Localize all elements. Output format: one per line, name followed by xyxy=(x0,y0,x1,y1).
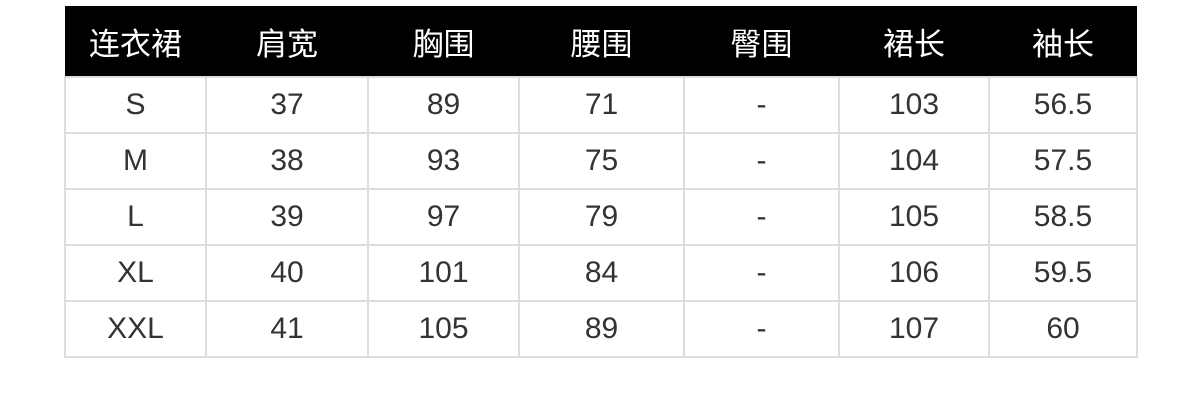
table-row: M 38 93 75-104 57.5 xyxy=(64,132,1138,190)
measurement-cell: 105 xyxy=(838,188,990,246)
measurement-cell: 60 xyxy=(988,300,1138,358)
table-row: XXL 41 105 89-107 60 xyxy=(64,300,1138,358)
table-row: S 37 89 71-103 56.5 xyxy=(64,76,1138,134)
measurement-cell: 89 xyxy=(518,300,685,358)
measurement-cell: 71 xyxy=(518,76,685,134)
table-row: L 39 97 79-105 58.5 xyxy=(64,188,1138,246)
measurement-cell: 75 xyxy=(518,132,685,190)
table-row: XL 40 101 84-106 59.5 xyxy=(64,244,1138,302)
measurement-cell: 79 xyxy=(518,188,685,246)
measurement-cell: 56.5 xyxy=(988,76,1138,134)
size-label-cell: XL xyxy=(64,244,207,302)
measurement-cell: 40 xyxy=(205,244,369,302)
measurement-cell: 37 xyxy=(205,76,369,134)
measurement-cell: 57.5 xyxy=(988,132,1138,190)
measurement-cell: 41 xyxy=(205,300,369,358)
measurement-cell: 107 xyxy=(838,300,990,358)
measurement-cell: - xyxy=(683,76,840,134)
column-header: 臀围 xyxy=(684,6,839,77)
column-header: 袖长 xyxy=(989,6,1137,77)
measurement-cell: - xyxy=(683,244,840,302)
size-label-cell: S xyxy=(64,76,207,134)
measurement-cell: 84 xyxy=(518,244,685,302)
measurement-cell: 89 xyxy=(367,76,520,134)
measurement-cell: 93 xyxy=(367,132,520,190)
measurement-cell: 59.5 xyxy=(988,244,1138,302)
column-header: 腰围 xyxy=(519,6,684,77)
measurement-cell: - xyxy=(683,132,840,190)
column-header: 肩宽 xyxy=(206,6,368,77)
measurement-cell: 103 xyxy=(838,76,990,134)
measurement-cell: - xyxy=(683,188,840,246)
measurement-cell: - xyxy=(683,300,840,358)
size-label-cell: M xyxy=(64,132,207,190)
column-header: 胸围 xyxy=(368,6,519,77)
column-header: 连衣裙 xyxy=(65,6,206,77)
size-label-cell: XXL xyxy=(64,300,207,358)
measurement-cell: 106 xyxy=(838,244,990,302)
header-row: 连衣裙 肩宽 胸围 腰围 臀围 裙长 袖长 xyxy=(65,6,1137,77)
measurement-cell: 105 xyxy=(367,300,520,358)
measurement-cell: 39 xyxy=(205,188,369,246)
column-header: 裙长 xyxy=(839,6,989,77)
measurement-cell: 104 xyxy=(838,132,990,190)
size-label-cell: L xyxy=(64,188,207,246)
measurement-cell: 38 xyxy=(205,132,369,190)
measurement-cell: 101 xyxy=(367,244,520,302)
size-chart-table: 连衣裙 肩宽 胸围 腰围 臀围 裙长 袖长 S 37 89 71-103 56.5 M 38 93 75-1… xyxy=(64,6,1138,358)
measurement-cell: 97 xyxy=(367,188,520,246)
measurement-cell: 58.5 xyxy=(988,188,1138,246)
